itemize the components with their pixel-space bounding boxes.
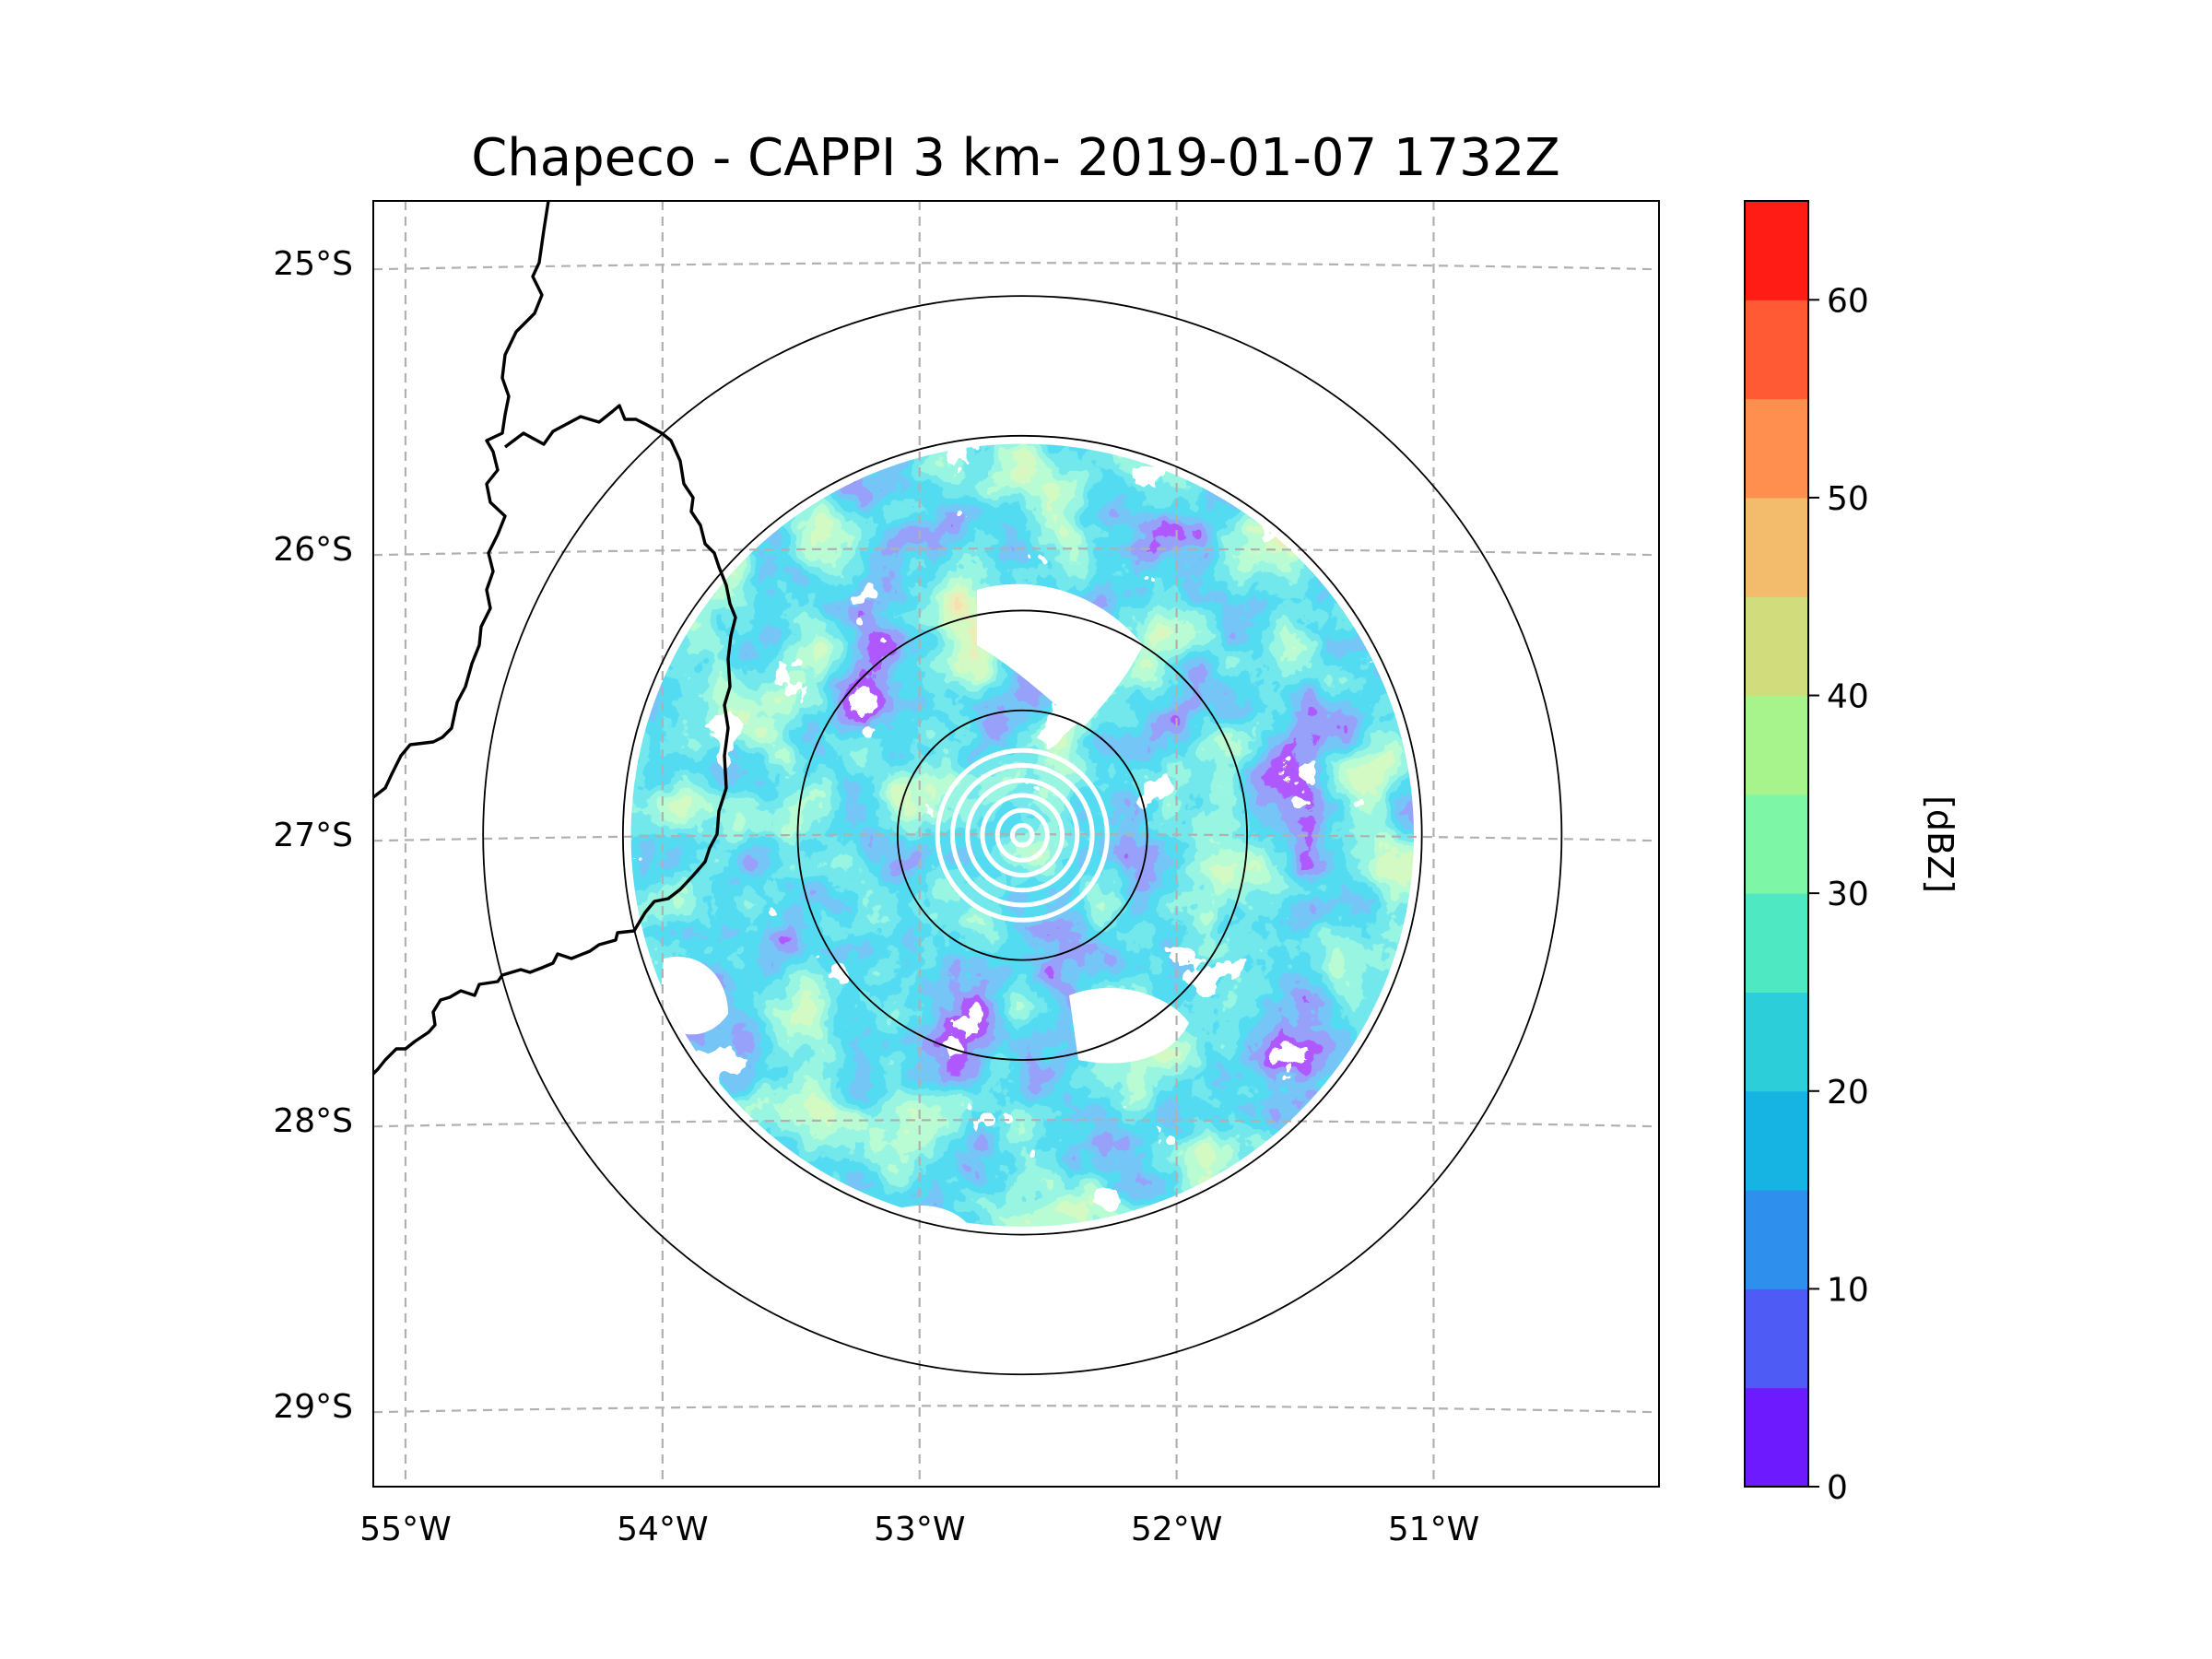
- colorbar-tick-label: 60: [1827, 282, 1869, 320]
- colorbar-tick-label: 50: [1827, 480, 1869, 518]
- parallel-line: [373, 547, 1659, 557]
- range-ring-inner: [796, 609, 1248, 1061]
- clear-area-east: [977, 583, 1143, 728]
- lon-tick-label: 54°W: [617, 1511, 708, 1548]
- colorbar-tick-label: 20: [1827, 1074, 1869, 1112]
- lon-tick-label: 51°W: [1388, 1511, 1479, 1548]
- lon-tick-label: 55°W: [359, 1511, 451, 1548]
- parallel-line: [373, 833, 1659, 842]
- colorbar-segment: [1745, 398, 1808, 499]
- parallel-line: [373, 1405, 1659, 1414]
- clear-area-west: [659, 957, 728, 1035]
- colorbar-segment: [1745, 201, 1808, 300]
- map-area: [373, 201, 1659, 1487]
- colorbar-segments: [1745, 201, 1808, 1488]
- near-radar-ring: [994, 807, 1050, 863]
- map-frame: [372, 200, 1660, 1488]
- colorbar-segment: [1745, 596, 1808, 697]
- colorbar-tick-label: 40: [1827, 678, 1869, 716]
- colorbar-segment: [1745, 1387, 1808, 1488]
- lon-tick-label: 53°W: [874, 1511, 965, 1548]
- colorbar-segment: [1745, 992, 1808, 1092]
- colorbar-segment: [1745, 497, 1808, 597]
- near-radar-ring: [1009, 822, 1035, 848]
- border-argentina-brazil-north: [373, 201, 550, 799]
- range-rings: [482, 295, 1563, 1376]
- colorbar-segment: [1745, 893, 1808, 993]
- range-ring: [896, 709, 1148, 961]
- latitude-labels: 25°S 26°S 27°S 28°S 29°S: [273, 245, 353, 1426]
- figure-title: Chapeco - CAPPI 3 km- 2019-01-07 1732Z: [471, 128, 1560, 188]
- colorbar-segment: [1745, 1090, 1808, 1191]
- colorbar-tick-label: 10: [1827, 1271, 1869, 1309]
- lat-tick-label: 25°S: [273, 245, 353, 283]
- parallel-line: [373, 1119, 1659, 1128]
- border-argentina-brazil-east: [373, 404, 737, 1076]
- near-radar-ring: [949, 762, 1095, 908]
- clear-area-southeast: [1069, 987, 1189, 1064]
- near-radar-ring: [935, 747, 1110, 923]
- colorbar: 0 10 20 30 40 50 60 [dBZ]: [1744, 200, 1960, 1507]
- colorbar-segment: [1745, 1190, 1808, 1289]
- range-ring: [621, 434, 1423, 1236]
- lat-tick-label: 29°S: [273, 1388, 353, 1426]
- colorbar-label: [dBZ]: [1920, 795, 1960, 893]
- lat-tick-label: 28°S: [273, 1102, 353, 1140]
- lat-tick-label: 27°S: [273, 817, 353, 854]
- near-radar-ring: [965, 778, 1080, 893]
- near-radar-ring: [980, 793, 1065, 878]
- colorbar-segment: [1745, 300, 1808, 400]
- near-radar-rings: [935, 747, 1110, 923]
- colorbar-tick-label: 30: [1827, 876, 1869, 913]
- colorbar-ticks: 0 10 20 30 40 50 60: [1808, 282, 1869, 1507]
- lon-tick-label: 52°W: [1131, 1511, 1222, 1548]
- parallel-line: [373, 262, 1659, 271]
- colorbar-segment: [1745, 1288, 1808, 1389]
- graticule: [373, 201, 1659, 1487]
- colorbar-segment: [1745, 794, 1808, 894]
- lat-tick-label: 26°S: [273, 531, 353, 569]
- colorbar-segment: [1745, 695, 1808, 795]
- longitude-labels: 55°W 54°W 53°W 52°W 51°W: [359, 1511, 1479, 1548]
- range-ring: [482, 295, 1563, 1376]
- colorbar-frame: [1744, 200, 1809, 1488]
- colorbar-tick-label: 0: [1827, 1469, 1848, 1507]
